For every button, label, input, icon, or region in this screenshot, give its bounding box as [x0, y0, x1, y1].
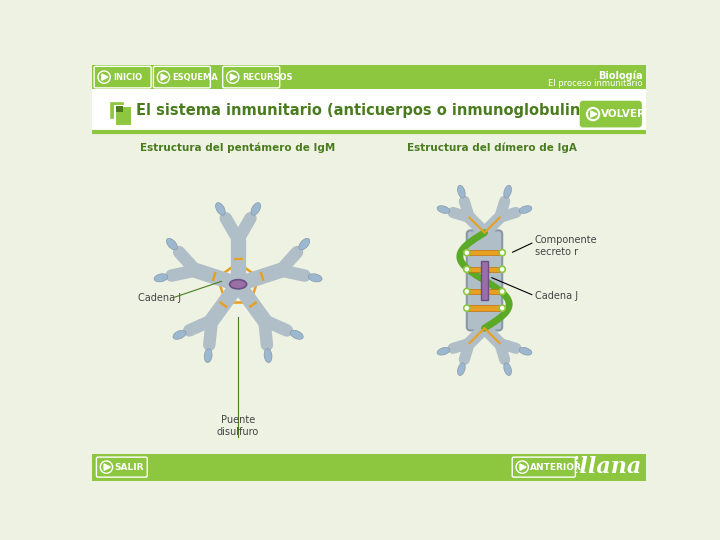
- Ellipse shape: [308, 274, 322, 282]
- FancyBboxPatch shape: [512, 457, 575, 477]
- Circle shape: [98, 71, 110, 83]
- Polygon shape: [230, 74, 237, 80]
- Ellipse shape: [519, 206, 532, 213]
- Text: ANTERIOR: ANTERIOR: [530, 463, 582, 471]
- Circle shape: [100, 461, 112, 473]
- Ellipse shape: [299, 238, 310, 250]
- Text: VOLVER: VOLVER: [600, 109, 646, 119]
- Ellipse shape: [264, 349, 272, 362]
- Text: El sistema inmunitario (anticuerpos o inmunoglobulinas): El sistema inmunitario (anticuerpos o in…: [137, 103, 606, 118]
- Ellipse shape: [519, 347, 532, 355]
- FancyBboxPatch shape: [117, 106, 122, 112]
- Text: Santillana: Santillana: [515, 456, 642, 478]
- FancyBboxPatch shape: [96, 457, 148, 477]
- Bar: [92, 454, 647, 481]
- Text: Biología: Biología: [598, 70, 642, 80]
- Text: INICIO: INICIO: [113, 72, 143, 82]
- Text: ESQUEMA: ESQUEMA: [173, 72, 218, 82]
- Circle shape: [499, 288, 505, 294]
- FancyBboxPatch shape: [467, 231, 503, 330]
- Text: RECURSOS: RECURSOS: [242, 72, 292, 82]
- Circle shape: [157, 71, 170, 83]
- Bar: [467, 306, 503, 311]
- Polygon shape: [520, 464, 526, 470]
- Polygon shape: [161, 74, 167, 80]
- Bar: [467, 267, 503, 272]
- Circle shape: [464, 305, 470, 311]
- Ellipse shape: [204, 349, 212, 362]
- FancyBboxPatch shape: [581, 102, 641, 126]
- Ellipse shape: [437, 206, 450, 213]
- Bar: [92, 90, 647, 132]
- Circle shape: [499, 249, 505, 256]
- Ellipse shape: [290, 330, 303, 339]
- Polygon shape: [104, 464, 110, 470]
- FancyBboxPatch shape: [153, 66, 210, 88]
- Ellipse shape: [230, 280, 246, 289]
- Ellipse shape: [166, 238, 177, 250]
- Bar: [481, 261, 488, 300]
- FancyBboxPatch shape: [94, 66, 151, 88]
- Polygon shape: [102, 74, 108, 80]
- Ellipse shape: [457, 185, 465, 198]
- FancyBboxPatch shape: [222, 66, 279, 88]
- Polygon shape: [590, 111, 597, 117]
- Text: Estructura del pentámero de IgM: Estructura del pentámero de IgM: [140, 143, 336, 153]
- Ellipse shape: [154, 274, 168, 282]
- Text: Cadena J: Cadena J: [138, 293, 181, 303]
- FancyBboxPatch shape: [115, 106, 132, 126]
- Ellipse shape: [173, 330, 186, 339]
- Circle shape: [499, 305, 505, 311]
- Circle shape: [464, 249, 470, 256]
- Circle shape: [227, 71, 239, 83]
- Ellipse shape: [504, 185, 511, 198]
- Ellipse shape: [457, 363, 465, 375]
- Bar: [92, 65, 647, 90]
- Ellipse shape: [504, 363, 511, 375]
- Ellipse shape: [215, 202, 225, 215]
- Text: El proceso inmunitario: El proceso inmunitario: [548, 79, 642, 87]
- Circle shape: [516, 461, 528, 473]
- Circle shape: [464, 266, 470, 272]
- Circle shape: [587, 108, 599, 120]
- FancyBboxPatch shape: [109, 101, 124, 119]
- Circle shape: [499, 266, 505, 272]
- Text: Cadena J: Cadena J: [534, 291, 577, 301]
- Bar: [467, 289, 503, 294]
- Ellipse shape: [251, 202, 261, 215]
- Text: Componente
secreto r: Componente secreto r: [534, 235, 597, 256]
- Ellipse shape: [437, 347, 450, 355]
- Text: SALIR: SALIR: [114, 463, 143, 471]
- Text: Estructura del dímero de IgA: Estructura del dímero de IgA: [408, 143, 577, 153]
- Text: Puente
disulfuro: Puente disulfuro: [217, 415, 259, 437]
- Bar: [467, 250, 503, 255]
- Circle shape: [464, 288, 470, 294]
